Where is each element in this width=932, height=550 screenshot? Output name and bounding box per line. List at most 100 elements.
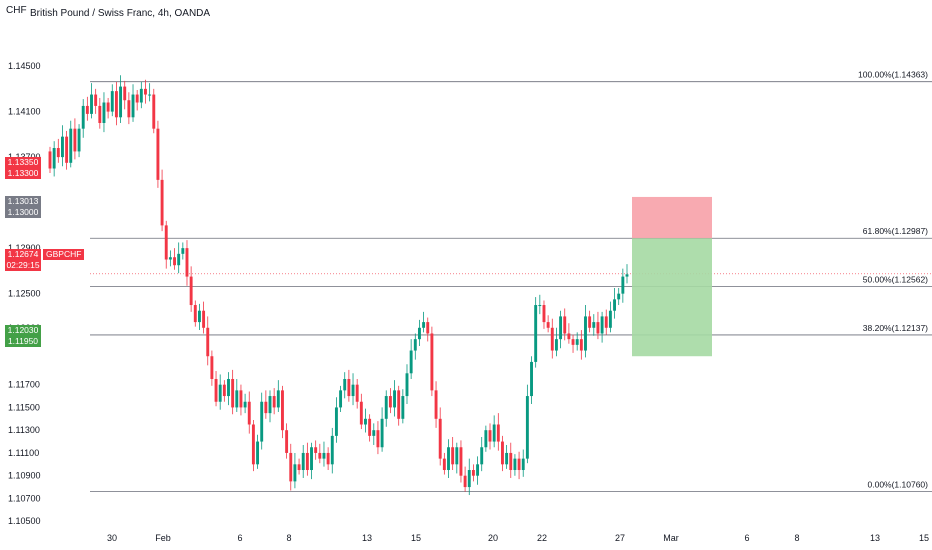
- candle-body: [301, 452, 305, 471]
- candle-body: [455, 447, 459, 465]
- candle-body: [243, 401, 247, 408]
- candle-body: [621, 276, 625, 294]
- candle-body: [505, 452, 509, 465]
- candle-body: [197, 310, 201, 323]
- candle-body: [268, 396, 272, 414]
- x-tick-label: 27: [615, 533, 625, 543]
- fib-level-label: 38.20%(1.12137): [863, 323, 928, 333]
- candle-body: [467, 470, 471, 488]
- x-tick-label: 30: [107, 533, 117, 543]
- candle-body: [85, 105, 89, 114]
- candle-body: [276, 390, 280, 408]
- candle-body: [592, 322, 596, 328]
- x-tick-label: 6: [237, 533, 242, 543]
- candle-body: [189, 276, 193, 306]
- candle-body: [413, 339, 417, 351]
- price-tag-target-2: 1.11950: [7, 336, 39, 346]
- candle-body: [584, 316, 587, 351]
- candle-body: [546, 322, 550, 328]
- candle-body: [94, 94, 98, 106]
- take-profit-zone: [632, 238, 712, 357]
- y-tick-label: 1.11500: [8, 402, 40, 412]
- candle-body: [127, 100, 131, 118]
- y-tick-label: 1.11300: [8, 425, 40, 435]
- candle-body: [417, 327, 421, 340]
- candle-body: [173, 257, 176, 266]
- y-tick-label: 1.12900: [8, 243, 41, 253]
- candle-body: [227, 378, 230, 397]
- candle-body: [364, 418, 367, 425]
- price-tag-target-1: 1.12030: [7, 325, 39, 335]
- x-tick-label: Feb: [155, 533, 171, 543]
- candle-body: [492, 424, 496, 442]
- x-tick-label: 6: [744, 533, 749, 543]
- candle-body: [604, 316, 608, 328]
- price-tag-last-price: 1.12674: [7, 249, 39, 259]
- candle-body: [61, 136, 64, 158]
- y-tick-label: 1.12500: [8, 289, 41, 299]
- x-tick-label: 15: [411, 533, 421, 543]
- y-tick-label: 1.11100: [8, 448, 39, 458]
- candle-body: [73, 128, 77, 152]
- candle-body: [222, 384, 226, 397]
- candle-body: [102, 102, 106, 123]
- candle-body: [251, 424, 255, 465]
- candle-body: [110, 91, 114, 112]
- candle-body: [384, 396, 388, 419]
- candle-body: [181, 248, 185, 254]
- candle-body: [525, 396, 529, 459]
- candle-body: [496, 424, 500, 442]
- candle-body: [617, 293, 621, 300]
- candle-body: [119, 86, 123, 118]
- candle-body: [480, 447, 484, 465]
- candle-body: [430, 333, 434, 391]
- fib-level-label: 61.80%(1.12987): [863, 226, 928, 236]
- candle-body: [571, 339, 575, 345]
- candle-body: [144, 88, 147, 95]
- candle-body: [77, 128, 81, 152]
- y-tick-label: 1.10700: [8, 493, 41, 503]
- candle-body: [65, 136, 69, 163]
- candle-body: [135, 94, 139, 103]
- candle-body: [156, 128, 160, 180]
- price-tag-countdown: 02:29:15: [6, 260, 40, 270]
- candle-body: [563, 316, 567, 334]
- candle-body: [168, 257, 172, 260]
- candle-body: [530, 361, 533, 397]
- x-tick-label: 13: [362, 533, 372, 543]
- candle-body: [81, 105, 85, 129]
- candle-body: [372, 430, 376, 436]
- candle-body: [376, 430, 380, 448]
- candle-body: [310, 447, 313, 471]
- candle-body: [542, 305, 546, 323]
- y-tick-label: 1.10900: [8, 471, 41, 481]
- candle-body: [534, 305, 538, 362]
- price-tag-stop-1: 1.13350: [7, 157, 39, 167]
- candle-body: [123, 86, 127, 101]
- candle-body: [559, 316, 563, 340]
- candle-body: [69, 128, 73, 163]
- candle-body: [260, 401, 264, 442]
- candle-body: [214, 378, 218, 402]
- candle-body: [442, 458, 446, 471]
- candle-body: [235, 390, 239, 408]
- candle-body: [422, 322, 426, 328]
- candle-body: [471, 470, 475, 476]
- candle-body: [297, 464, 301, 471]
- candle-body: [538, 305, 542, 307]
- candle-body: [397, 390, 401, 419]
- candle-body: [285, 430, 289, 453]
- candle-body: [218, 384, 222, 402]
- candle-body: [148, 94, 152, 96]
- candle-body: [554, 339, 558, 351]
- candle-body: [501, 441, 504, 465]
- x-tick-label: 15: [919, 533, 929, 543]
- candle-body: [326, 452, 330, 465]
- candle-body: [289, 452, 293, 482]
- candle-body: [56, 148, 60, 158]
- candle-body: [264, 401, 268, 414]
- y-tick-label: 1.11700: [8, 380, 40, 390]
- candle-body: [339, 390, 343, 408]
- candle-body: [368, 418, 372, 436]
